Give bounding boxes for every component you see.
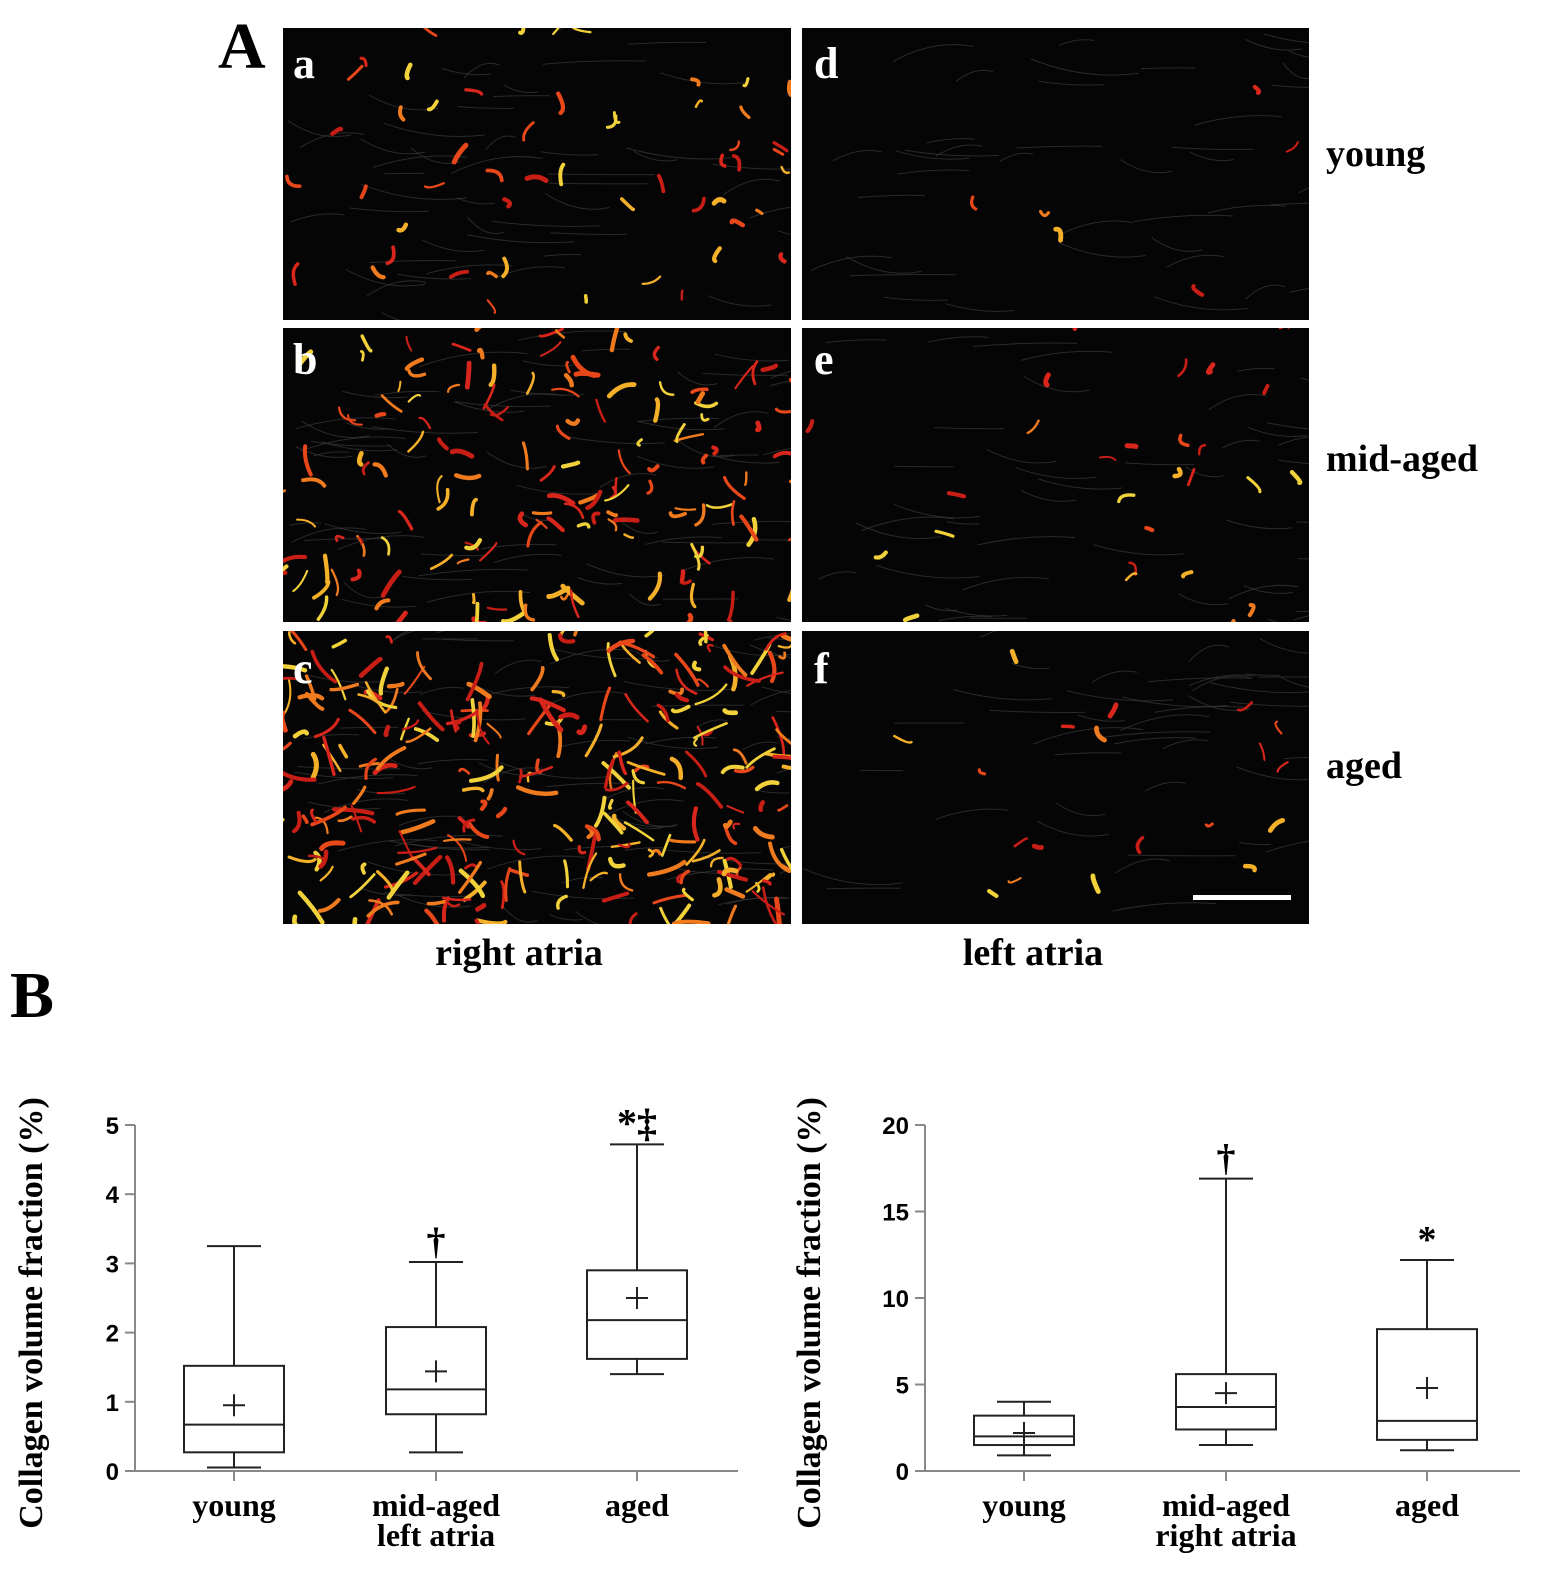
y-tick-label: 0 bbox=[106, 1459, 119, 1486]
box-aged: * bbox=[1376, 1219, 1478, 1452]
y-tick-label: 1 bbox=[106, 1390, 119, 1417]
significance-mark: * bbox=[1418, 1219, 1437, 1261]
y-tick-label: 5 bbox=[896, 1373, 909, 1400]
micrograph-midaged-left-atria: e bbox=[802, 328, 1309, 622]
micrograph-d-fibers bbox=[810, 33, 1309, 312]
category-label: mid-aged bbox=[372, 1487, 500, 1523]
box-mid-aged: † bbox=[1175, 1138, 1277, 1447]
micrograph-f-fibers bbox=[803, 631, 1309, 912]
micrograph-e-fibers bbox=[805, 328, 1309, 622]
micrograph-label-a: a bbox=[293, 39, 315, 88]
row-label-aged: aged bbox=[1326, 745, 1402, 787]
y-tick-label: 15 bbox=[882, 1200, 909, 1227]
axes: 0 5 10 15 20 bbox=[882, 1113, 1520, 1486]
panel-a-letter: A bbox=[218, 10, 266, 83]
column-label-right-atria: right atria bbox=[435, 932, 603, 974]
micrograph-aged-right-atria: c bbox=[283, 631, 791, 924]
boxplot-left-atria: 0 1 2 3 4 5 Collagen volume fraction (%) young m… bbox=[13, 1097, 738, 1553]
y-tick-label: 10 bbox=[882, 1286, 909, 1313]
category-label: mid-aged bbox=[1162, 1487, 1290, 1523]
micrograph-a-fibers bbox=[285, 28, 791, 320]
axes: 0 1 2 3 4 5 bbox=[106, 1113, 738, 1486]
micrograph-c-fibers bbox=[283, 631, 791, 924]
row-label-mid-aged: mid-aged bbox=[1326, 438, 1478, 480]
y-tick-label: 0 bbox=[896, 1459, 909, 1486]
category-label: young bbox=[982, 1487, 1066, 1523]
panel-b-letter: B bbox=[10, 959, 55, 1032]
micrograph-label-d: d bbox=[814, 39, 839, 88]
iqr-box bbox=[586, 1269, 688, 1360]
micrograph-b-fibers bbox=[283, 328, 791, 622]
micrograph-label-e: e bbox=[814, 335, 834, 384]
y-axis-label: Collagen volume fraction (%) bbox=[791, 1097, 828, 1529]
group-label: right atria bbox=[1155, 1517, 1296, 1553]
significance-mark: † bbox=[1217, 1138, 1236, 1180]
box-aged: *‡ bbox=[586, 1100, 688, 1376]
y-tick-label: 20 bbox=[882, 1113, 909, 1140]
micrograph-label-c: c bbox=[293, 644, 313, 693]
category-label: aged bbox=[1395, 1487, 1459, 1523]
group-label: left atria bbox=[377, 1517, 495, 1553]
y-tick-label: 5 bbox=[106, 1113, 119, 1140]
y-tick-label: 3 bbox=[106, 1251, 119, 1278]
box-young bbox=[973, 1400, 1075, 1457]
micrograph-young-right-atria: a bbox=[283, 28, 791, 320]
micrograph-aged-left-atria: f bbox=[802, 631, 1309, 924]
micrograph-young-left-atria: d bbox=[802, 28, 1309, 320]
category-label: young bbox=[192, 1487, 276, 1523]
box-young bbox=[183, 1245, 285, 1469]
y-axis-label: Collagen volume fraction (%) bbox=[13, 1097, 50, 1529]
significance-mark: † bbox=[427, 1221, 446, 1263]
micrograph-label-b: b bbox=[293, 335, 318, 384]
box-mid-aged: † bbox=[385, 1221, 487, 1454]
significance-mark: *‡ bbox=[617, 1100, 657, 1145]
y-tick-label: 2 bbox=[106, 1321, 119, 1348]
scale-bar bbox=[1193, 895, 1291, 900]
micrograph-label-f: f bbox=[814, 644, 829, 693]
column-label-left-atria: left atria bbox=[962, 932, 1104, 974]
micrograph-midaged-right-atria: b bbox=[283, 328, 791, 622]
category-label: aged bbox=[605, 1487, 669, 1523]
y-tick-label: 4 bbox=[106, 1182, 120, 1209]
row-label-young: young bbox=[1326, 133, 1426, 175]
boxplot-right-atria: 0 5 10 15 20 Collagen volume fraction (%) youn… bbox=[791, 1097, 1520, 1553]
